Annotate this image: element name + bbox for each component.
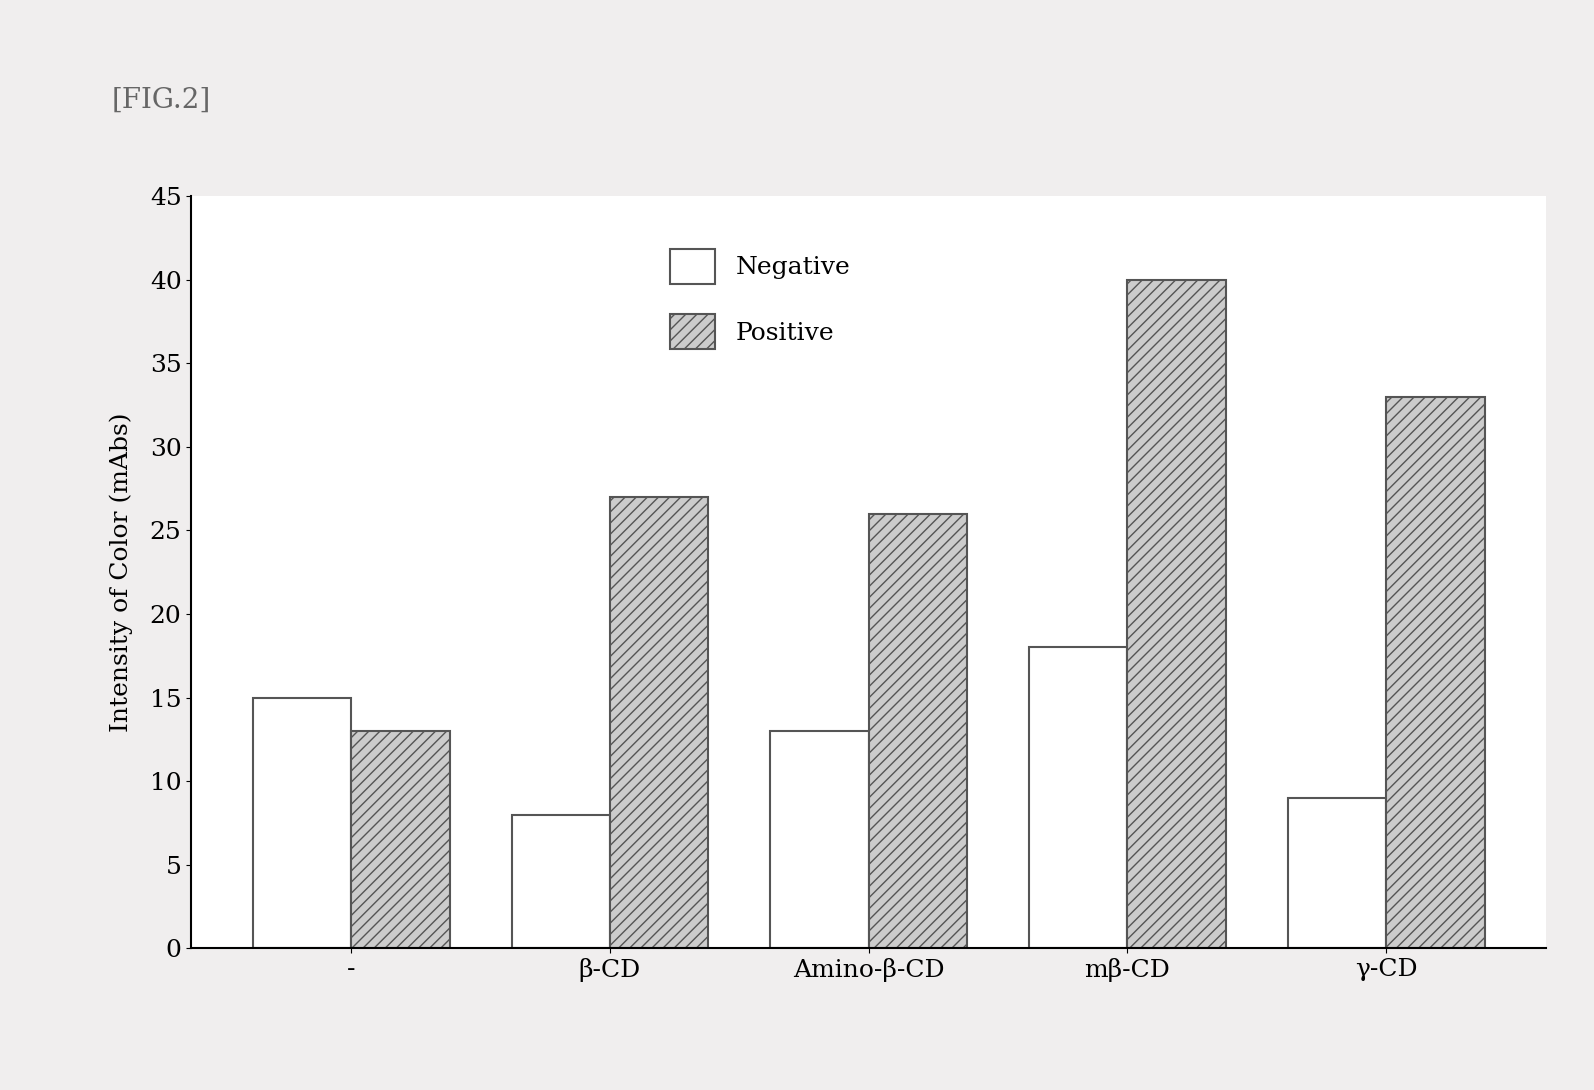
- Bar: [1127, 280, 1226, 948]
- Bar: [253, 698, 351, 948]
- Bar: [611, 497, 708, 948]
- Bar: [770, 731, 869, 948]
- Bar: [351, 731, 450, 948]
- Bar: [1030, 647, 1127, 948]
- Legend: Negative, Positive: Negative, Positive: [646, 223, 875, 375]
- Y-axis label: Intensity of Color (mAbs): Intensity of Color (mAbs): [110, 412, 134, 732]
- Bar: [1288, 798, 1387, 948]
- Bar: [869, 513, 968, 948]
- Bar: [512, 814, 611, 948]
- Bar: [1387, 397, 1484, 948]
- Text: [FIG.2]: [FIG.2]: [112, 87, 210, 114]
